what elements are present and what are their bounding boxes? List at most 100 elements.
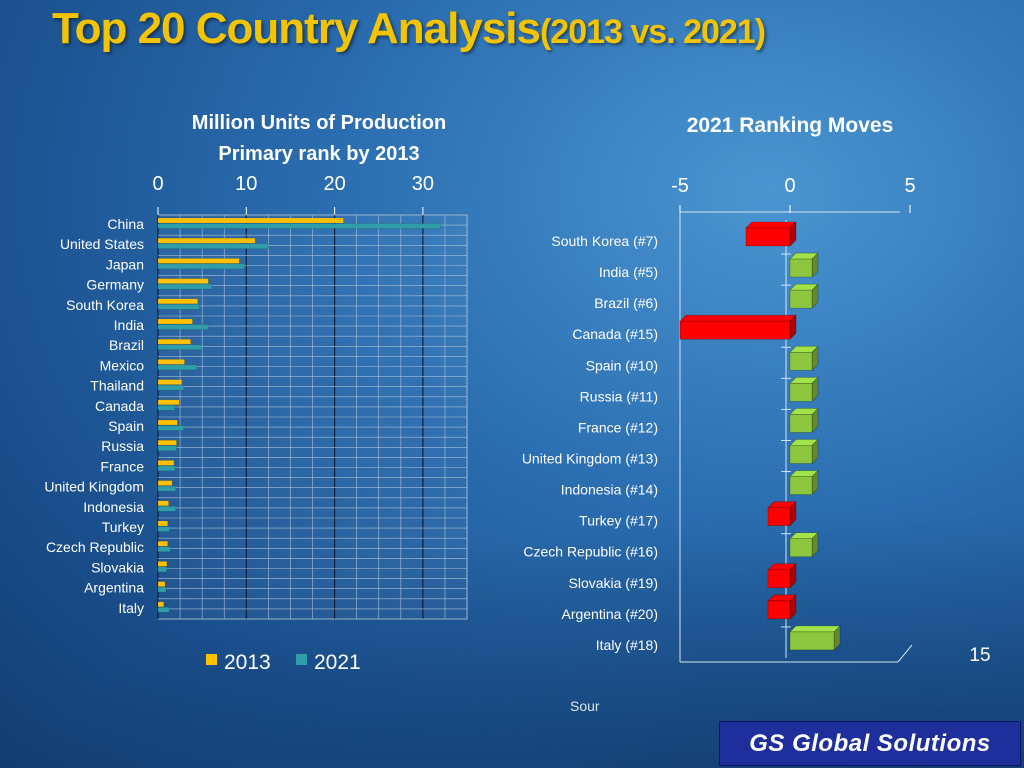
ranking-frame-line [897,644,913,663]
bar-2013-mexico [157,359,185,365]
production-category-italy: Italy [118,600,144,616]
ranking-category-turkey-17: Turkey (#17) [579,513,658,529]
ranking-x-ticks: -5 0 5 [671,175,916,213]
production-x-tick-label: 20 [323,173,345,195]
ranking-category-brazil-6: Brazil (#6) [594,295,658,311]
production-category-united-kingdom: United Kingdom [44,479,144,495]
production-x-tick-label: 10 [235,173,257,195]
ranking-bar-argentina-20 [767,594,797,620]
production-x-tick-label: 30 [412,173,434,195]
ranking-category-france-12: France (#12) [578,419,658,435]
ranking-chart-title: 2021 Ranking Moves [687,114,894,137]
bar-2021-india [157,324,209,330]
bar-2021-turkey [157,526,170,532]
production-category-argentina: Argentina [84,580,144,596]
production-category-labels: China United States Japan Germany South Kore… [44,216,144,616]
bar-2013-france [157,460,175,466]
bar-2021-russia [157,445,177,451]
legend-label-2021: 2021 [314,651,361,674]
brand-logo-box: GS Global Solutions [719,721,1021,766]
bar-2013-japan [157,258,240,264]
ranking-bar-top [679,314,797,322]
ranking-bar-spain-10 [789,345,819,372]
slide-number: 15 [969,645,991,666]
production-category-turkey: Turkey [102,519,144,535]
production-category-united-states: United States [60,236,144,252]
slide-title-main: Top 20 Country Analysis [52,4,541,53]
bar-2021-argentina [157,586,167,593]
bar-2013-czech-republic [157,541,168,547]
ranking-bar-face [789,445,813,464]
legend-label-2013: 2013 [224,651,271,674]
ranking-bar-russia-11 [789,376,819,403]
ranking-bar-italy-18 [789,625,841,651]
ranking-bar-face [789,383,813,402]
production-x-ticks: 0 10 20 30 [152,173,434,215]
production-category-spain: Spain [108,418,144,434]
ranking-bar-face [789,631,835,651]
ranking-category-italy-18: Italy (#18) [596,637,658,653]
production-category-germany: Germany [86,277,144,293]
bar-2013-brazil [157,339,191,345]
bar-2021-slovakia [157,566,168,573]
ranking-bar-czech-republic-16 [789,531,819,558]
bar-2013-china [157,217,344,224]
ranking-bar-south-korea-7 [745,221,797,247]
ranking-bar-face [789,414,813,433]
production-category-japan: Japan [106,256,144,272]
ranking-category-slovakia-19: Slovakia (#19) [569,575,659,591]
ranking-bars [679,221,841,651]
bar-2013-spain [157,419,178,426]
ranking-category-argentina-20: Argentina (#20) [561,606,658,622]
bar-2013-slovakia [157,561,168,567]
ranking-category-indonesia-14: Indonesia (#14) [561,482,658,498]
ranking-bar-brazil-6 [789,283,819,309]
ranking-category-czech-republic-16: Czech Republic (#16) [523,544,658,560]
production-category-czech-republic: Czech Republic [46,539,144,555]
ranking-bar-face [767,569,791,589]
ranking-bar-face [789,476,813,495]
ranking-bar-face [745,227,791,247]
bar-2021-canada [157,405,175,411]
bar-2013-india [157,318,193,325]
brand-name: GS Global Solutions [749,729,991,757]
bar-2013-south-korea [157,298,198,304]
ranking-category-labels: South Korea (#7) India (#5) Brazil (#6) Can… [522,222,791,653]
bar-2013-turkey [157,520,168,527]
ranking-x-tick-label: 0 [784,175,795,197]
bar-2021-italy [157,607,170,613]
bar-2021-spain [157,425,184,431]
ranking-category-canada-15: Canada (#15) [572,326,658,342]
production-category-canada: Canada [95,398,144,414]
slide-title: Top 20 Country Analysis(2013 vs. 2021) [52,4,766,54]
ranking-category-india-5: India (#5) [599,264,658,280]
bar-2021-thailand [157,384,184,391]
ranking-bar-france-12 [789,407,819,434]
bar-2021-united-states [157,243,269,249]
production-category-thailand: Thailand [90,378,144,394]
production-category-indonesia: Indonesia [83,499,144,515]
bar-2021-mexico [157,364,198,371]
production-chart-title: Million Units of Production [192,112,446,134]
ranking-x-tick-label: 5 [904,175,915,197]
production-gridlines [157,214,468,620]
production-legend: 2013 2021 [206,651,361,674]
bar-2021-czech-republic [157,546,171,552]
bar-2013-germany [157,278,209,284]
ranking-bar-canada-15 [679,314,797,340]
bar-2021-south-korea [157,304,200,310]
bar-2013-united-kingdom [157,480,173,486]
ranking-bar-face [767,600,791,620]
ranking-bar-india-5 [789,252,819,278]
bar-2013-united-states [157,237,256,244]
legend-swatch-2013 [206,654,217,665]
production-category-slovakia: Slovakia [91,559,144,575]
ranking-bar-slovakia-19 [767,563,797,589]
production-chart-subtitle: Primary rank by 2013 [218,143,419,165]
ranking-bar-face [789,538,813,558]
bar-2013-thailand [157,379,183,385]
ranking-category-russia-11: Russia (#11) [580,388,658,404]
ranking-category-united-kingdom-13: United Kingdom (#13) [522,451,658,467]
